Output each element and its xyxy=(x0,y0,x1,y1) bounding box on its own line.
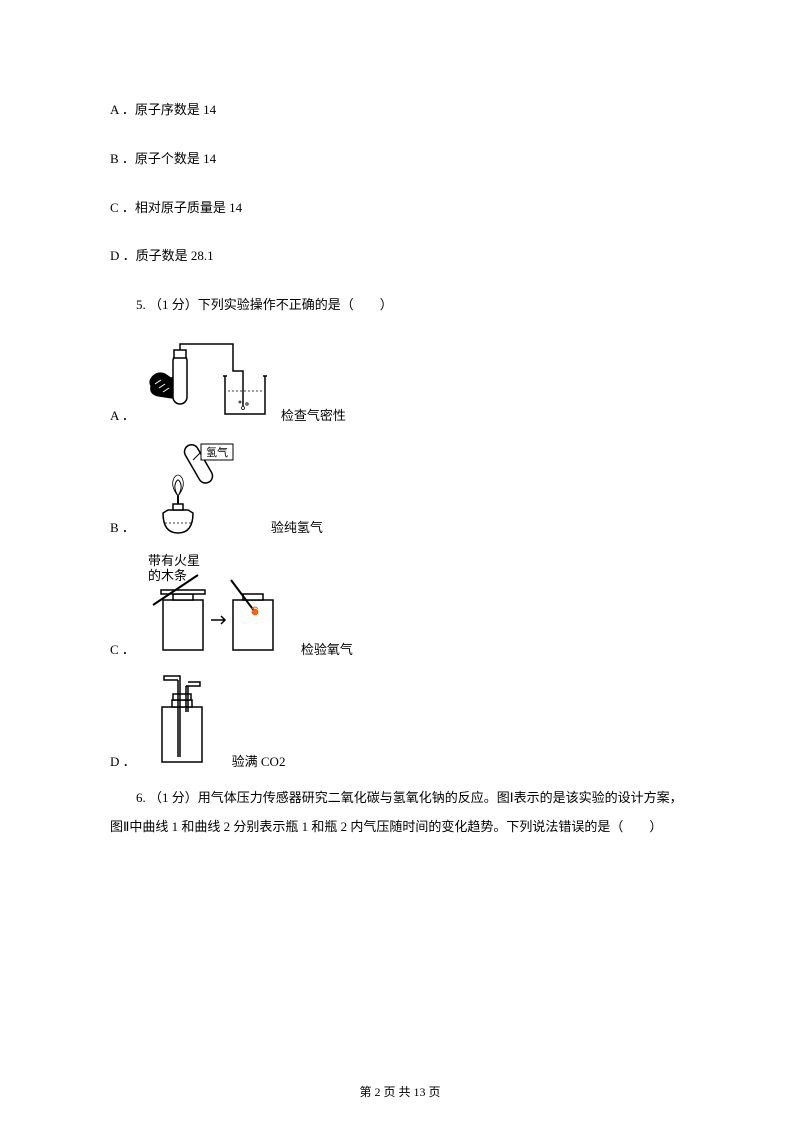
splint-label-1: 带有火星 xyxy=(148,553,200,568)
q5-b-diagram: 氢气 xyxy=(143,438,263,538)
splint-label-2: 的木条 xyxy=(148,568,187,583)
q5-stem: 5. （1 分）下列实验操作不正确的是（ ） xyxy=(110,295,690,316)
q5-b-letter: B ． xyxy=(110,517,135,538)
q5-c-label: 检验氧气 xyxy=(301,639,353,660)
q5-a-label: 检查气密性 xyxy=(281,405,346,426)
page-footer: 第 2 页 共 13 页 xyxy=(0,1083,800,1100)
hydrogen-label: 氢气 xyxy=(206,445,228,459)
q5-c-letter: C ． xyxy=(110,639,135,660)
q4-option-d: D ．质子数是 28.1 xyxy=(110,246,690,267)
q5-a-letter: A ． xyxy=(110,405,135,426)
q5-d-letter: D ． xyxy=(110,751,136,772)
q4-option-a: A ．原子序数是 14 xyxy=(110,100,690,121)
q5-option-b: B ． 氢气 验纯氢气 xyxy=(110,438,690,538)
q5-option-d: D ． 验满 CO2 xyxy=(110,672,690,772)
q5-d-diagram xyxy=(144,672,224,772)
q5-a-diagram xyxy=(143,336,273,426)
q5-option-a: A ． 检查气密性 xyxy=(110,336,690,426)
q4-option-c: C ．相对原子质量是 14 xyxy=(110,198,690,219)
q5-d-label: 验满 CO2 xyxy=(232,751,286,772)
q6-stem: 6. （1 分）用气体压力传感器研究二氧化碳与氢氧化钠的反应。图Ⅰ表示的是该实验… xyxy=(110,784,690,841)
q5-b-label: 验纯氢气 xyxy=(271,517,323,538)
q5-option-c: C ． 带有火星 的木条 检验氧气 xyxy=(110,550,690,660)
q4-option-b: B ．原子个数是 14 xyxy=(110,149,690,170)
q5-c-diagram: 带有火星 的木条 xyxy=(143,550,293,660)
